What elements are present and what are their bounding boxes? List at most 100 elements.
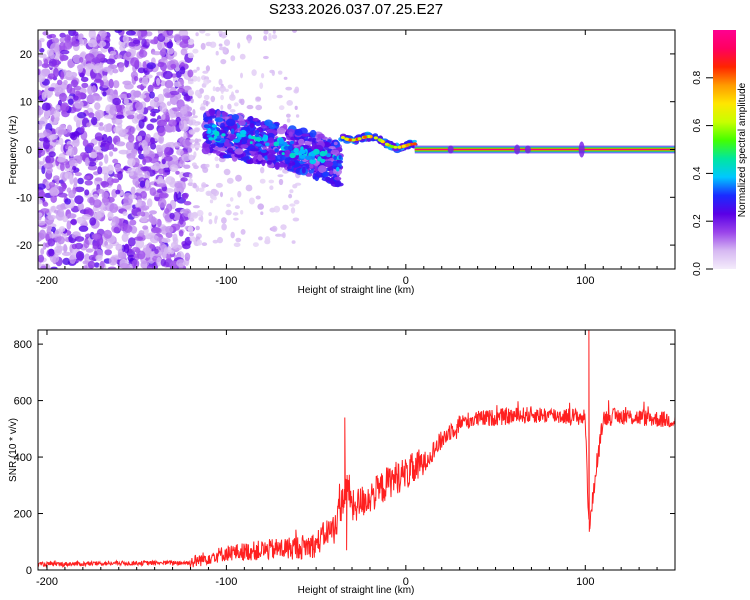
noise-blob [91, 85, 97, 94]
noise-blob [43, 109, 51, 118]
noise-blob [181, 193, 189, 200]
noise-blob [156, 77, 161, 86]
noise-blob [53, 175, 60, 181]
noise-blob [155, 144, 163, 153]
noise-blob [140, 205, 150, 211]
noise-blob [163, 155, 173, 162]
noise-blob [125, 125, 135, 135]
sparse-noise-blob [190, 98, 194, 104]
sparse-noise-blob [290, 207, 296, 214]
noise-blob [165, 111, 170, 121]
sparse-noise-blob [192, 205, 200, 209]
noise-blob [166, 41, 173, 49]
noise-blob [70, 79, 79, 88]
sparse-noise-blob [188, 119, 194, 126]
sparse-noise-blob [194, 89, 201, 97]
doppler-core [347, 138, 352, 142]
sparse-noise-blob [188, 42, 194, 45]
sparse-noise-blob [191, 211, 199, 219]
sparse-noise-blob [225, 209, 232, 216]
noise-blob [104, 249, 112, 256]
noise-blob [96, 33, 101, 44]
noise-blob [136, 113, 145, 120]
noise-blob [110, 222, 116, 227]
y-tick-label: 0 [26, 145, 32, 157]
noise-blob [128, 194, 137, 200]
noise-blob [54, 209, 59, 214]
sparse-noise-blob [218, 43, 223, 47]
noise-blob [167, 47, 174, 55]
noise-blob [74, 100, 84, 109]
noise-blob [59, 70, 65, 80]
noise-blob [84, 63, 95, 70]
noise-blob [173, 33, 182, 42]
burst-blob [328, 179, 334, 185]
doppler-core [351, 138, 356, 142]
colorbar-label: Normalized spectral amplitude [737, 82, 748, 217]
noise-blob [104, 154, 109, 164]
noise-blob [81, 82, 89, 88]
noise-blob [43, 58, 49, 68]
sparse-noise-blob [210, 95, 216, 103]
burst-blob [317, 133, 325, 139]
noise-blob [156, 183, 167, 188]
noise-blob [59, 53, 65, 62]
noise-blob [41, 91, 47, 101]
sparse-noise-blob [189, 232, 194, 237]
noise-blob [154, 248, 159, 255]
colorbar-tick-label: 0.2 [692, 214, 703, 228]
sparse-noise-blob [285, 86, 293, 91]
noise-blob [38, 72, 46, 83]
tone-spot [524, 145, 531, 154]
burst-blob [334, 176, 342, 181]
burst-blob [294, 129, 303, 136]
noise-blob [133, 76, 139, 82]
sparse-noise-blob [295, 114, 300, 118]
sparse-noise-blob [199, 30, 206, 34]
noise-blob [130, 148, 138, 157]
sparse-noise-blob [292, 30, 297, 33]
burst-core [215, 138, 221, 142]
noise-blob [149, 210, 157, 215]
sparse-noise-blob [214, 217, 218, 224]
sparse-noise-blob [247, 37, 251, 44]
noise-blob [75, 251, 85, 261]
noise-blob [74, 195, 84, 205]
sparse-noise-blob [198, 187, 205, 192]
noise-blob [149, 244, 156, 249]
burst-core [326, 153, 331, 158]
noise-blob [134, 236, 144, 241]
noise-blob [146, 264, 154, 269]
sparse-noise-blob [212, 239, 219, 244]
colorbar-tick-label: 0.6 [692, 118, 703, 132]
noise-blob [139, 166, 150, 172]
noise-blob [147, 84, 154, 93]
noise-blob [87, 161, 97, 167]
noise-blob [124, 243, 130, 254]
noise-blob [103, 114, 114, 119]
noise-blob [179, 136, 184, 147]
noise-blob [39, 161, 45, 166]
sparse-noise-blob [212, 190, 219, 196]
noise-blob [47, 214, 56, 220]
noise-blob [137, 250, 146, 260]
sparse-noise-blob [251, 69, 257, 76]
noise-blob [180, 177, 188, 182]
sparse-noise-blob [220, 94, 225, 101]
y-tick-label: 20 [20, 49, 32, 61]
noise-blob [180, 106, 188, 115]
sparse-noise-blob [215, 86, 221, 92]
noise-blob [74, 186, 85, 193]
sparse-noise-blob [192, 115, 198, 119]
tone-spot [447, 145, 454, 154]
sparse-noise-blob [276, 94, 283, 99]
noise-blob [39, 229, 46, 240]
burst-blob [276, 127, 286, 135]
doppler-core [384, 142, 389, 146]
burst-blob [201, 146, 211, 155]
burst-core [278, 138, 284, 144]
noise-blob [114, 163, 122, 172]
noise-blob [183, 131, 188, 139]
burst-core [254, 137, 262, 142]
